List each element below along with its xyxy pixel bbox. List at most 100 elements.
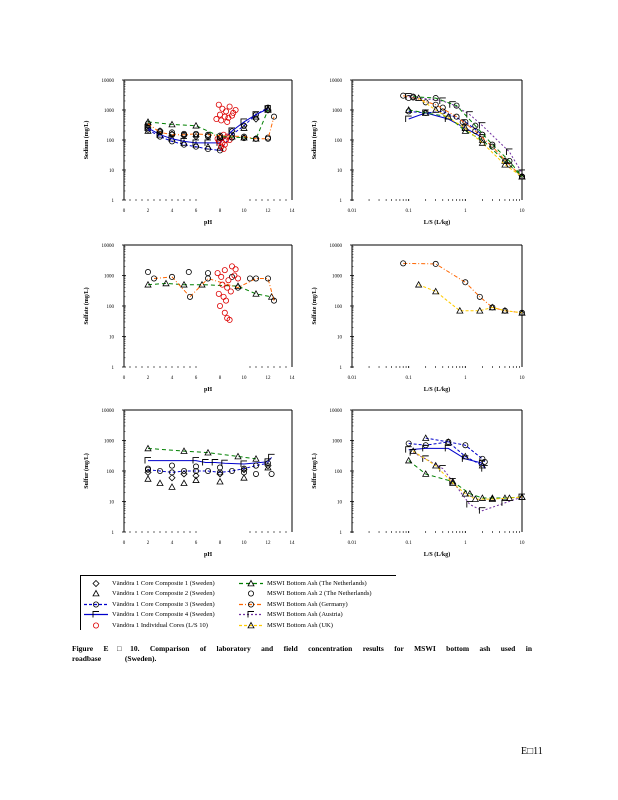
data-point — [216, 469, 223, 476]
data-point — [240, 122, 247, 129]
series-line — [408, 460, 523, 499]
data-point — [466, 501, 473, 508]
data-point — [156, 467, 163, 474]
data-point — [192, 457, 199, 464]
x-tick-label: 0.01 — [348, 541, 357, 546]
legend-marker-icon — [92, 589, 100, 597]
data-point — [168, 131, 175, 138]
data-point — [501, 160, 509, 168]
y-tick-label: 100 — [335, 139, 343, 144]
data-point — [472, 122, 479, 129]
x-axis-label: pH — [204, 220, 212, 226]
data-point — [231, 272, 238, 279]
legend-marker-icon — [92, 611, 99, 618]
y-tick-label: 1 — [340, 199, 343, 204]
data-point — [439, 108, 446, 115]
data-point — [168, 120, 176, 128]
y-tick-label: 100 — [335, 470, 343, 475]
data-point — [226, 103, 233, 110]
x-tick-label: 10 — [242, 376, 248, 381]
data-point — [478, 461, 487, 469]
y-tick-label: 1 — [112, 199, 115, 204]
series-s2 — [144, 104, 272, 151]
x-axis-label: pH — [204, 387, 212, 393]
y-axis-label: Sodium (mg/L) — [311, 121, 318, 160]
y-axis-label: Sulfur (mg/L) — [83, 453, 90, 488]
series-s2 — [144, 463, 272, 490]
legend-item: MSWI Bottom Ash 2 (The Netherlands) — [238, 589, 372, 600]
data-point — [400, 260, 407, 267]
data-point — [462, 279, 469, 286]
legend-swatch-icon — [239, 611, 263, 618]
series-line — [408, 441, 486, 463]
data-point — [432, 287, 440, 295]
data-point — [481, 465, 488, 472]
series-line — [147, 109, 269, 140]
data-point — [422, 455, 429, 462]
data-point — [168, 462, 175, 469]
data-point — [192, 472, 200, 480]
data-point — [404, 106, 413, 113]
data-point — [216, 470, 224, 478]
legend-swatch-icon — [239, 621, 263, 629]
data-point — [449, 477, 457, 485]
x-tick-label: 6 — [195, 209, 198, 214]
y-axis-label: Sulfate (mg/L) — [311, 287, 318, 324]
y-tick-label: 100 — [107, 139, 115, 144]
data-point — [453, 102, 460, 109]
x-tick-label: 10 — [242, 541, 248, 546]
legend-column-right: MSWI Bottom Ash (The Netherlands) MSWI Bo… — [238, 578, 372, 631]
data-point — [270, 113, 277, 120]
series-line — [147, 107, 269, 151]
x-axis-label: L/S (L/kg) — [424, 219, 451, 226]
data-point — [505, 148, 513, 155]
data-point — [252, 455, 260, 462]
data-point — [215, 101, 222, 108]
series-s10 — [414, 94, 526, 180]
series-s10 — [409, 447, 526, 502]
data-point — [264, 135, 271, 142]
data-point — [228, 134, 235, 141]
data-point — [268, 470, 275, 477]
legend-label: MSWI Bottom Ash (The Netherlands) — [267, 579, 367, 587]
data-point — [216, 147, 223, 154]
legend-swatch-icon — [92, 622, 99, 629]
x-tick-label: 6 — [195, 376, 198, 381]
data-point — [220, 293, 227, 300]
data-point — [240, 465, 247, 472]
data-point — [224, 118, 231, 125]
legend-swatch-icon — [247, 590, 254, 597]
y-tick-label: 1000 — [332, 109, 343, 114]
series-s3 — [405, 438, 488, 465]
series-line — [403, 262, 523, 314]
data-point — [144, 444, 152, 452]
data-point — [144, 475, 152, 482]
data-point — [204, 142, 212, 150]
data-point — [232, 107, 239, 114]
data-point — [422, 434, 430, 441]
data-point — [270, 297, 277, 304]
series-line — [412, 450, 523, 500]
data-point — [186, 293, 193, 300]
data-point — [449, 478, 456, 485]
series-s6 — [144, 279, 276, 300]
data-point — [405, 115, 412, 123]
x-tick-label: 1 — [464, 209, 467, 214]
series-line — [412, 452, 523, 512]
data-point — [252, 290, 260, 297]
y-tick-label: 10000 — [330, 409, 343, 414]
data-point — [405, 93, 412, 100]
series-s4 — [144, 105, 271, 146]
data-point — [444, 112, 452, 120]
y-tick-label: 100 — [107, 305, 115, 310]
data-point — [240, 133, 247, 140]
data-point — [221, 459, 228, 467]
series-s3b — [422, 434, 487, 469]
data-point — [204, 448, 212, 456]
data-point — [505, 494, 514, 501]
data-point — [252, 112, 260, 120]
y-tick-label: 10 — [109, 501, 115, 506]
data-point — [449, 479, 457, 486]
data-point — [518, 169, 525, 176]
data-point — [518, 493, 525, 501]
